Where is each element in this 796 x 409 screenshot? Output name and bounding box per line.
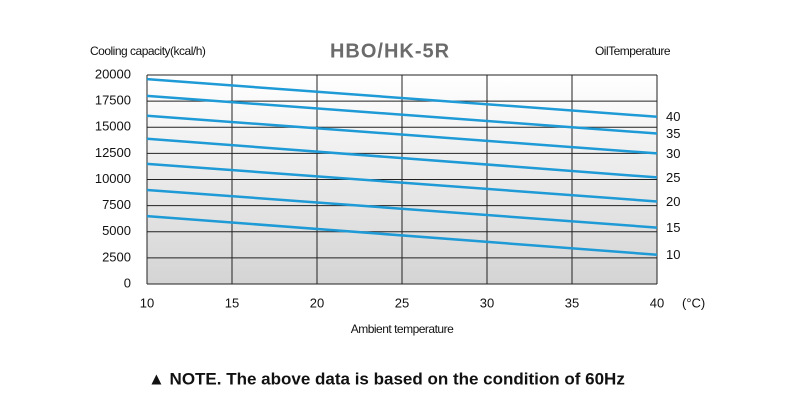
y-tick-label: 17500 [95, 93, 131, 108]
y-tick-label: 5000 [102, 223, 131, 238]
chart-title: HBO/HK-5R [330, 40, 450, 62]
y-tick-label: 20000 [95, 66, 131, 81]
x-tick-label: 40 [650, 295, 664, 310]
y-tick-label: 12500 [95, 145, 131, 160]
series-line [146, 77, 658, 119]
y-tick-label: 7500 [102, 197, 131, 212]
series-label: 30 [666, 146, 680, 161]
y-tick-label: 2500 [102, 249, 131, 264]
series-line [146, 114, 658, 155]
series-label: 15 [666, 220, 680, 235]
y-tick-label: 15000 [95, 119, 131, 134]
series-label: 25 [666, 170, 680, 185]
x-tick-label: 10 [140, 295, 154, 310]
y-axis-label: Cooling capacity(kcal/h) [90, 44, 206, 58]
series-line [146, 188, 658, 229]
series-line [146, 137, 658, 179]
series-label: 10 [666, 247, 680, 262]
y-tick-label: 10000 [95, 171, 131, 186]
y-tick-label: 0 [124, 275, 131, 290]
series-label: 40 [666, 109, 680, 124]
note: ▲ NOTE. The above data is based on the c… [148, 369, 625, 388]
x-axis-label: Ambient temperature [351, 322, 454, 336]
x-unit: (°C) [682, 295, 705, 310]
x-tick-label: 30 [480, 295, 494, 310]
x-tick-label: 35 [565, 295, 579, 310]
legend-title: OilTemperature [595, 44, 671, 58]
series-line [146, 162, 658, 203]
x-tick-label: 25 [395, 295, 409, 310]
x-tick-label: 20 [310, 295, 324, 310]
x-tick-label: 15 [225, 295, 239, 310]
series-label: 35 [666, 126, 680, 141]
series-line [146, 94, 658, 135]
series-label: 20 [666, 194, 680, 209]
series-line [146, 214, 658, 256]
